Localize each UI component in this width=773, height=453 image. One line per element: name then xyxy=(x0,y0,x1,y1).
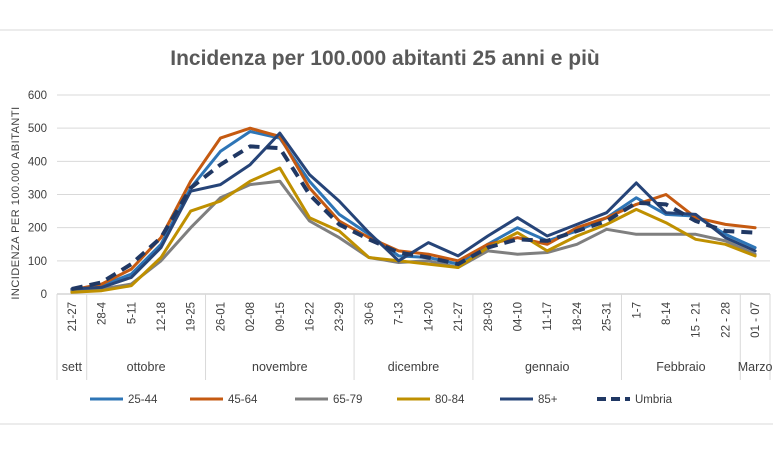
month-label: novembre xyxy=(252,360,308,374)
x-tick-label: 01 - 07 xyxy=(750,302,762,338)
y-tick-label: 0 xyxy=(41,289,47,301)
y-tick-label: 300 xyxy=(28,190,47,202)
month-label: sett xyxy=(62,360,83,374)
x-tick-label: 28-03 xyxy=(483,302,495,331)
x-tick-label: 12-18 xyxy=(156,302,168,331)
chart-title: Incidenza per 100.000 abitanti 25 anni e… xyxy=(170,47,600,70)
y-tick-label: 400 xyxy=(28,156,47,168)
x-tick-label: 18-24 xyxy=(572,301,584,331)
series-lines xyxy=(70,126,757,294)
legend-label: 65-79 xyxy=(333,394,362,406)
x-tick-label: 21-27 xyxy=(453,302,465,331)
x-tick-label: 30-6 xyxy=(364,302,376,325)
x-tick-label: 25-31 xyxy=(602,302,614,331)
y-tick-label: 200 xyxy=(28,223,47,235)
x-tick-label: 15 - 21 xyxy=(691,302,703,338)
x-tick-label: 5-11 xyxy=(126,302,138,324)
series-line xyxy=(70,126,757,292)
month-label: Marzo xyxy=(738,360,773,374)
x-tick-label: 7-13 xyxy=(394,302,406,325)
month-label: ottobre xyxy=(127,360,166,374)
series-line xyxy=(71,144,756,291)
month-label: gennaio xyxy=(525,360,570,374)
x-tick-label: 16-22 xyxy=(305,302,317,331)
y-tick-label: 600 xyxy=(28,90,47,102)
legend-label: Umbria xyxy=(635,394,673,406)
y-tick-label: 500 xyxy=(28,123,47,135)
x-tick-label: 19-25 xyxy=(186,302,198,331)
month-label: dicembre xyxy=(388,360,439,374)
x-tick-label: 26-01 xyxy=(215,302,227,331)
month-axis: sett ottobre novembre dicembre gennaio Febbra… xyxy=(56,294,773,380)
legend-label: 45-64 xyxy=(228,394,258,406)
x-axis-ticks: 21-27 28-4 5-11 12-18 19-25 26-01 02-08 09-15 16… xyxy=(67,301,762,337)
x-tick-label: 04-10 xyxy=(512,302,524,331)
x-tick-label: 14-20 xyxy=(423,302,435,331)
x-tick-label: 09-15 xyxy=(275,302,287,331)
series-line xyxy=(70,166,757,294)
x-tick-label: 23-29 xyxy=(334,302,346,331)
legend-label: 80-84 xyxy=(435,394,465,406)
x-tick-label: 1-7 xyxy=(631,302,643,319)
x-tick-label: 11-17 xyxy=(542,302,554,331)
x-tick-label: 02-08 xyxy=(245,302,257,331)
legend-label: 85+ xyxy=(538,394,558,406)
grid xyxy=(57,94,770,295)
y-axis-ticks: 0 100 200 300 400 500 600 xyxy=(28,90,47,301)
x-tick-label: 22 - 28 xyxy=(720,302,732,338)
y-axis-label: INCIDENZA PER 100.000 ABITANTI xyxy=(10,106,22,299)
month-label: Febbraio xyxy=(656,360,705,374)
x-tick-label: 8-14 xyxy=(661,301,673,325)
series-line xyxy=(70,131,757,291)
x-tick-label: 21-27 xyxy=(67,302,79,331)
legend-label: 25-44 xyxy=(128,394,158,406)
legend: 25-44 45-64 65-79 80-84 85+ Umbria xyxy=(90,394,673,406)
y-tick-label: 100 xyxy=(28,256,47,268)
x-tick-label: 28-4 xyxy=(97,301,109,325)
